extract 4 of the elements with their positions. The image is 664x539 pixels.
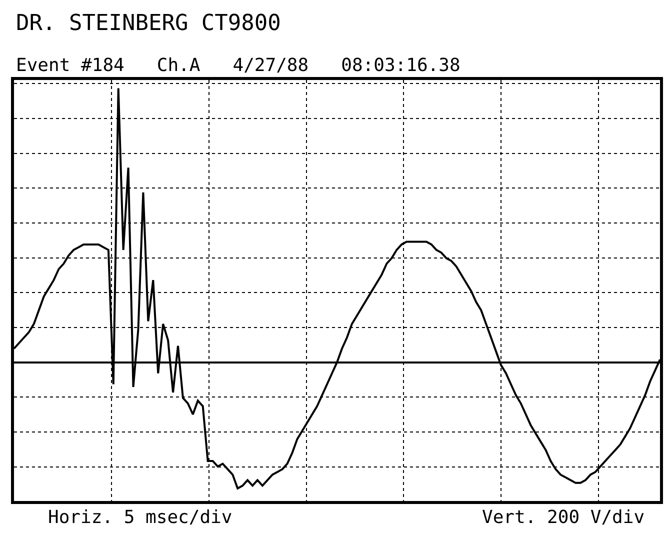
chart-subtitle: Event #184 Ch.A 4/27/88 08:03:16.38 xyxy=(16,55,460,76)
text: Horiz. 5 msec/div xyxy=(48,507,232,528)
chart-title: DR. STEINBERG CT9800 xyxy=(16,11,281,36)
text: Vert. 200 V/div xyxy=(482,507,645,528)
